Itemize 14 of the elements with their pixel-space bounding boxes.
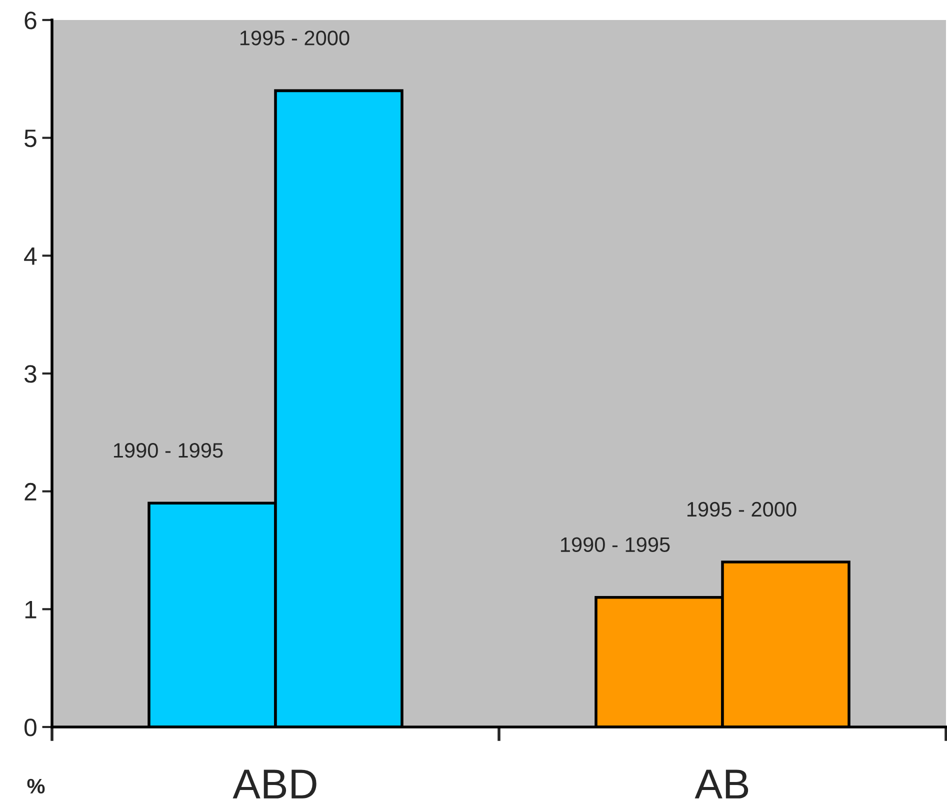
text: 1990 - 1995	[114, 443, 223, 458]
x-tick-label: ABD	[232, 770, 316, 798]
y-tick-label: 1	[25, 601, 36, 618]
y-tick-label: 3	[24, 365, 36, 383]
text: 1990 - 1995	[560, 537, 670, 552]
y-tick-label: 6	[24, 12, 36, 30]
y-axis-title: %	[27, 778, 45, 794]
y-tick-label: 0	[24, 718, 36, 736]
text: 1995 - 2000	[240, 30, 350, 46]
y-tick-label: 2	[24, 482, 36, 500]
x-tick-label: AB	[694, 770, 748, 798]
y-tick-label: 4	[24, 248, 37, 265]
y-tick-label: 5	[24, 130, 36, 148]
text: 1995 - 2000	[687, 502, 796, 517]
